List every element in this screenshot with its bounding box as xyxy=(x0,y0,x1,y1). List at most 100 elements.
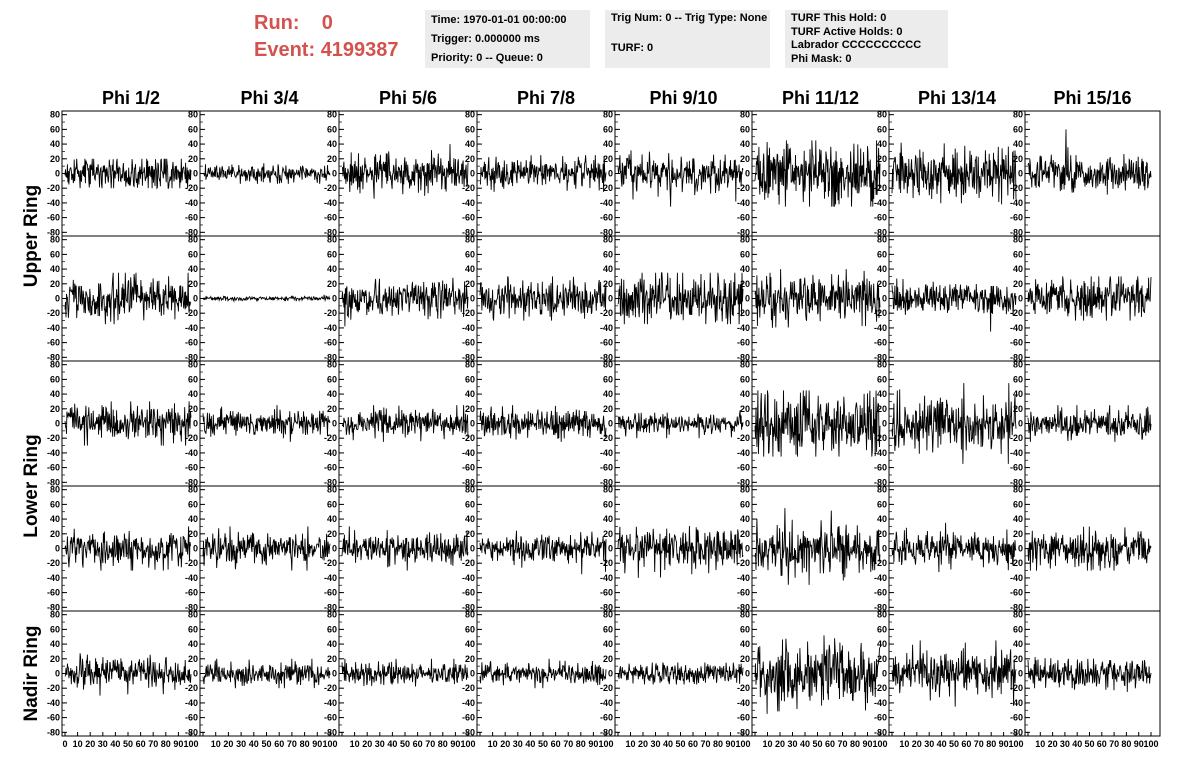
waveform-trace xyxy=(479,530,607,575)
x-tick-label: 70 xyxy=(974,739,984,749)
y-tick-label: 80 xyxy=(603,360,613,370)
y-tick-label: 40 xyxy=(603,139,613,149)
y-tick-label: 40 xyxy=(877,139,887,149)
y-tick-label: -60 xyxy=(874,713,887,723)
y-tick-label: 0 xyxy=(332,544,337,554)
y-tick-label: 60 xyxy=(465,124,475,134)
y-tick-label: 40 xyxy=(1013,514,1023,524)
y-tick-label: 0 xyxy=(55,169,60,179)
y-tick-label: -60 xyxy=(185,338,198,348)
y-tick-label: 60 xyxy=(50,624,60,634)
x-tick-label: 80 xyxy=(1121,739,1131,749)
event-row: Event: 4199387 xyxy=(254,37,399,64)
waveform-trace xyxy=(479,155,607,192)
y-tick-label: -60 xyxy=(47,213,60,223)
waveform-trace xyxy=(202,526,331,571)
y-tick-label: -20 xyxy=(737,558,750,568)
y-tick-label: 40 xyxy=(877,264,887,274)
y-tick-label: 80 xyxy=(877,235,887,245)
waveform-trace xyxy=(202,405,331,442)
y-tick-label: -40 xyxy=(737,323,750,333)
y-tick-label: 20 xyxy=(603,529,613,539)
ring-label: Upper Ring xyxy=(21,185,42,287)
y-tick-label: 80 xyxy=(188,360,198,370)
y-tick-label: 20 xyxy=(465,154,475,164)
y-tick-label: 80 xyxy=(327,610,337,620)
y-tick-label: -20 xyxy=(737,433,750,443)
y-tick-label: -80 xyxy=(737,602,750,612)
y-tick-label: 80 xyxy=(465,485,475,495)
y-tick-label: 80 xyxy=(188,485,198,495)
y-tick-label: -60 xyxy=(737,463,750,473)
waveform-trace xyxy=(754,390,881,457)
y-tick-label: -80 xyxy=(737,352,750,362)
x-tick-label: 20 xyxy=(500,739,510,749)
phi-column-label: Phi 3/4 xyxy=(240,88,298,108)
y-tick-label: 40 xyxy=(465,639,475,649)
y-tick-label: 20 xyxy=(188,529,198,539)
y-tick-label: -40 xyxy=(874,198,887,208)
waveform-trace xyxy=(202,163,331,184)
y-tick-label: -20 xyxy=(462,683,475,693)
y-tick-label: -60 xyxy=(185,713,198,723)
y-tick-label: -80 xyxy=(324,352,337,362)
y-tick-label: 40 xyxy=(327,264,337,274)
y-tick-label: 80 xyxy=(877,110,887,120)
y-tick-label: -60 xyxy=(874,588,887,598)
y-tick-label: -40 xyxy=(737,198,750,208)
y-tick-label: 40 xyxy=(465,264,475,274)
y-tick-label: 40 xyxy=(877,514,887,524)
y-tick-label: 0 xyxy=(470,419,475,429)
y-tick-label: -20 xyxy=(1010,308,1023,318)
y-tick-label: 20 xyxy=(740,279,750,289)
waveform-trace xyxy=(1027,405,1152,442)
y-tick-label: 0 xyxy=(332,419,337,429)
x-tick-label: 30 xyxy=(513,739,523,749)
y-tick-label: -20 xyxy=(462,183,475,193)
y-tick-label: -40 xyxy=(47,198,60,208)
y-tick-label: -60 xyxy=(600,463,613,473)
y-tick-label: 60 xyxy=(465,499,475,509)
y-tick-label: 40 xyxy=(465,139,475,149)
y-tick-label: 60 xyxy=(1013,624,1023,634)
x-tick-label: 40 xyxy=(525,739,535,749)
y-tick-label: -60 xyxy=(1010,213,1023,223)
y-tick-label: 20 xyxy=(327,154,337,164)
y-tick-label: 40 xyxy=(188,639,198,649)
y-tick-label: 60 xyxy=(877,374,887,384)
y-tick-label: -60 xyxy=(1010,713,1023,723)
y-tick-label: -40 xyxy=(600,698,613,708)
y-tick-label: -40 xyxy=(185,448,198,458)
y-tick-label: 40 xyxy=(740,139,750,149)
y-tick-label: 80 xyxy=(877,485,887,495)
y-tick-label: 80 xyxy=(50,610,60,620)
x-tick-label: 90 xyxy=(312,739,322,749)
y-tick-label: -60 xyxy=(1010,338,1023,348)
y-tick-label: -20 xyxy=(1010,558,1023,568)
y-tick-label: 40 xyxy=(50,514,60,524)
y-tick-label: -60 xyxy=(600,588,613,598)
y-tick-label: 80 xyxy=(1013,610,1023,620)
y-tick-label: -60 xyxy=(185,588,198,598)
y-tick-label: 0 xyxy=(1018,544,1023,554)
x-tick-label: 90 xyxy=(862,739,872,749)
y-tick-label: 80 xyxy=(877,360,887,370)
ring-label: Lower Ring xyxy=(21,434,42,537)
y-tick-label: 40 xyxy=(740,514,750,524)
x-tick-label: 50 xyxy=(400,739,410,749)
y-tick-label: 0 xyxy=(55,669,60,679)
y-tick-label: -80 xyxy=(462,477,475,487)
x-tick-label: 10 xyxy=(625,739,635,749)
y-tick-label: 80 xyxy=(50,110,60,120)
y-tick-label: -40 xyxy=(185,198,198,208)
x-tick-label: 80 xyxy=(161,739,171,749)
y-tick-label: -40 xyxy=(1010,448,1023,458)
x-tick-label: 20 xyxy=(912,739,922,749)
y-tick-label: 0 xyxy=(745,669,750,679)
y-tick-label: 60 xyxy=(603,624,613,634)
y-tick-label: -40 xyxy=(47,698,60,708)
y-tick-label: -60 xyxy=(737,713,750,723)
y-tick-label: 20 xyxy=(1013,154,1023,164)
y-tick-label: -20 xyxy=(737,308,750,318)
y-tick-label: -40 xyxy=(1010,323,1023,333)
